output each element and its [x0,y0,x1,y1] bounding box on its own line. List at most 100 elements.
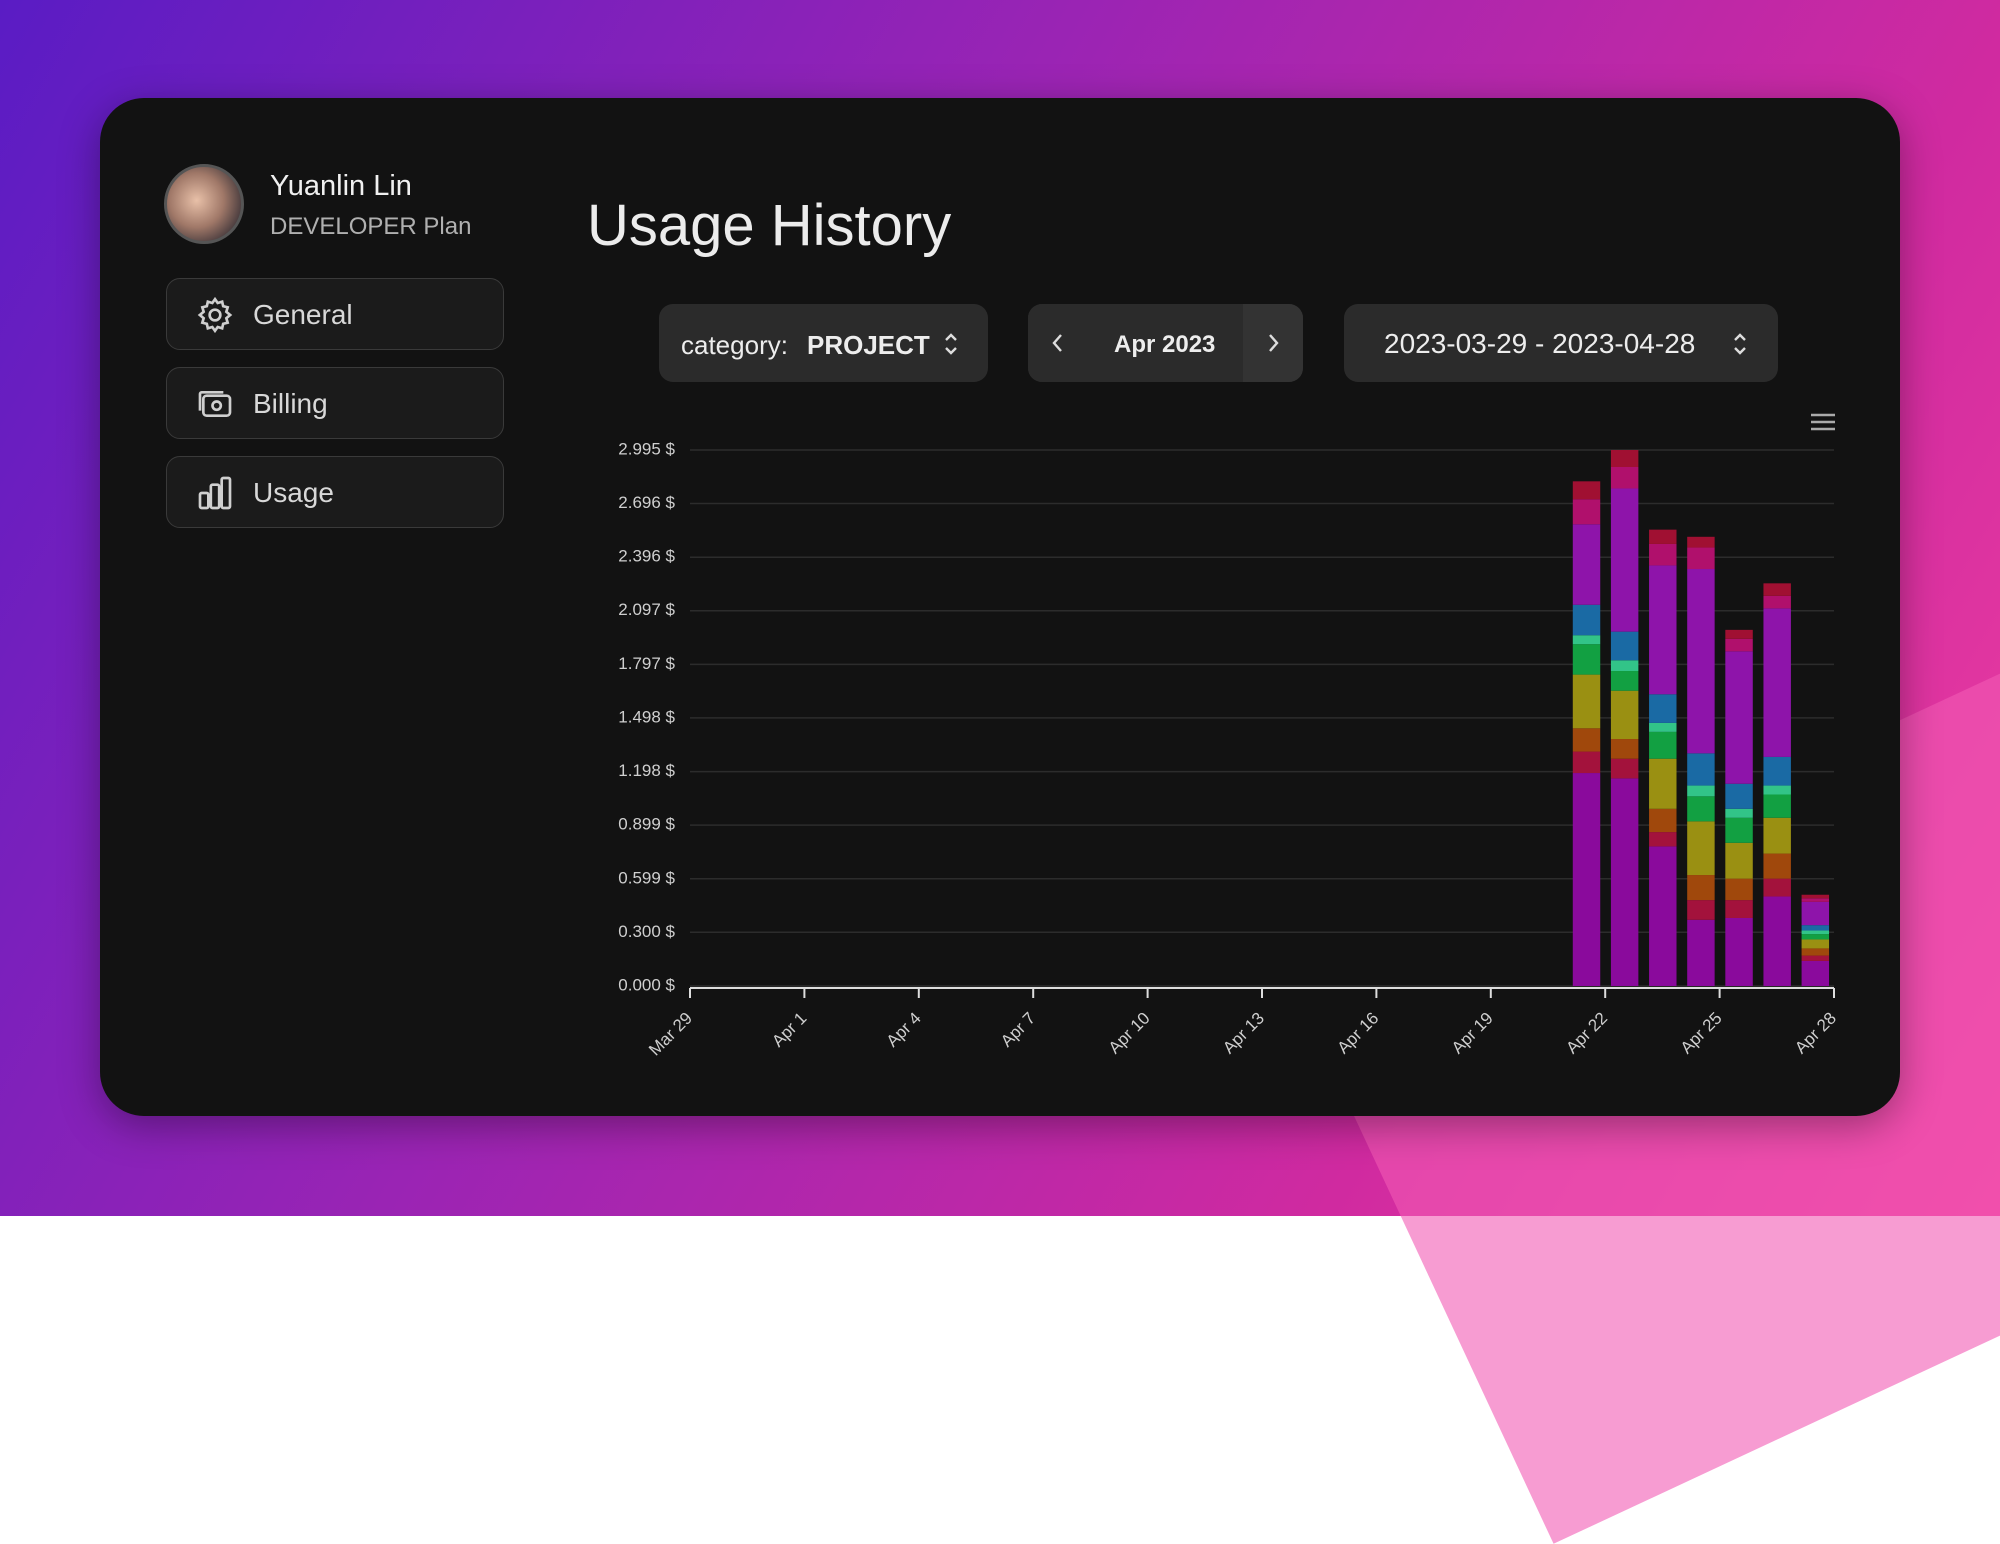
bar-segment [1573,728,1600,751]
bar-segment [1687,753,1714,785]
bar-segment [1687,786,1714,797]
bar-segment [1687,900,1714,920]
y-tick-label: 0.300 $ [618,922,675,941]
y-tick-label: 1.198 $ [618,761,675,780]
bar-segment [1802,931,1829,935]
y-tick-label: 2.696 $ [618,493,675,512]
bar-segment [1573,481,1600,499]
bar-segment [1763,879,1790,897]
nav-label: Billing [253,388,328,420]
bar-segment [1611,691,1638,739]
bar-segment [1763,786,1790,795]
y-tick-label: 2.097 $ [618,600,675,619]
page: Yuanlin Lin DEVELOPER Plan General Billi… [0,0,2000,1216]
bar-segment [1802,902,1829,925]
bar-segment [1611,632,1638,661]
nav-usage[interactable]: Usage [166,456,504,528]
date-range-select[interactable]: 2023-03-29 - 2023-04-28 [1344,304,1778,382]
category-select[interactable]: category: PROJECT [659,304,988,382]
bar-segment [1763,795,1790,818]
bar-segment [1573,605,1600,635]
chevron-left [1050,332,1066,354]
y-tick-label: 2.995 $ [618,439,675,458]
bar-segment [1649,694,1676,723]
bar-segment [1687,569,1714,753]
x-tick-label: Apr 28 [1791,1009,1840,1058]
bar-segment [1611,467,1638,488]
x-tick-label: Apr 19 [1448,1009,1497,1058]
x-tick-label: Apr 10 [1105,1009,1154,1058]
bar-segment [1611,671,1638,691]
usage-icon [195,473,235,513]
nav-label: Usage [253,477,334,509]
bar-segment [1573,752,1600,773]
bar-segment [1611,450,1638,467]
bar-segment [1649,732,1676,759]
bar-segment [1725,879,1752,900]
bar-segment [1763,854,1790,879]
select-icon [1730,330,1750,358]
bar-segment [1611,739,1638,759]
bar-segment [1725,639,1752,652]
avatar[interactable] [164,164,244,244]
bar-segment [1763,757,1790,786]
bar-segment [1802,961,1829,986]
nav-billing[interactable]: Billing [166,367,504,439]
bar-segment [1687,821,1714,875]
bar-segment [1802,925,1829,930]
y-tick-label: 1.498 $ [618,707,675,726]
bar-segment [1649,846,1676,986]
bar-segment [1573,499,1600,524]
bar-segment [1649,759,1676,809]
prev-month[interactable] [1028,304,1088,382]
bar-segment [1763,897,1790,986]
y-tick-label: 1.797 $ [618,654,675,673]
y-tick-label: 0.000 $ [618,975,675,994]
y-tick-label: 0.599 $ [618,868,675,887]
y-tick-label: 0.899 $ [618,815,675,834]
chevron-right [1265,332,1281,354]
next-month[interactable] [1243,304,1303,382]
y-tick-label: 2.396 $ [618,547,675,566]
bar-segment [1725,918,1752,986]
gear-icon [195,295,235,335]
bar-segment [1725,843,1752,879]
x-tick-label: Apr 25 [1677,1009,1726,1058]
billing-icon [195,384,235,424]
bar-segment [1725,809,1752,818]
month-label: Apr 2023 [1114,331,1215,359]
bar-segment [1611,660,1638,671]
nav-label: General [253,299,353,331]
chart: 0.000 $ 0.300 $ 0.599 $ 0.899 $ 1.198 $ 1.498… [600,400,1880,1080]
bar-segment [1763,608,1790,757]
bar-segment [1649,530,1676,544]
bar-segment [1725,818,1752,843]
x-tick-label: Apr 1 [768,1009,810,1051]
bar-segment [1802,898,1829,902]
category-label: category: [681,330,788,361]
x-tick-label: Apr 13 [1219,1009,1268,1058]
x-tick-label: Apr 22 [1562,1009,1611,1058]
bar-segment [1725,630,1752,639]
bar-segment [1649,723,1676,732]
bar-segment [1649,832,1676,846]
bar-segment [1611,778,1638,986]
bar-segment [1649,544,1676,565]
nav-general[interactable]: General [166,278,504,350]
x-tick-label: Apr 4 [883,1009,925,1051]
bar-segment [1687,548,1714,569]
user-name: Yuanlin Lin [270,170,412,203]
bar-segment [1763,818,1790,854]
bar-segment [1611,488,1638,631]
bar-segment [1649,565,1676,694]
category-value: PROJECT [807,330,930,361]
bar-segment [1802,948,1829,955]
date-range: 2023-03-29 - 2023-04-28 [1384,328,1695,360]
bar-segment [1687,537,1714,548]
bar-segment [1573,644,1600,674]
select-icon [941,330,961,358]
bar-segment [1725,784,1752,809]
bar-segment [1687,875,1714,900]
bar-segment [1725,651,1752,783]
page-title: Usage History [587,192,951,259]
